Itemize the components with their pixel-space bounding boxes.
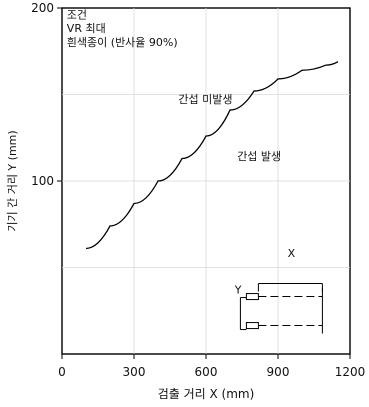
- annotation-6: X: [288, 247, 296, 260]
- y-axis-label: 기기 간 거리 Y (mm): [6, 130, 19, 231]
- data-series-line: [85, 61, 339, 250]
- annotation-4: 간섭 미발생: [178, 93, 232, 106]
- sensor-top-icon: [245, 293, 259, 301]
- x-tick-label: 300: [123, 365, 146, 379]
- annotation-1: 조건: [67, 8, 87, 21]
- x-tick-label: 900: [267, 365, 290, 379]
- annotation-7: Y: [234, 283, 242, 296]
- annotation-3: 흰색종이 (반사율 90%): [67, 36, 178, 49]
- x-tick-label: 0: [58, 365, 66, 379]
- x-tick-label: 1200: [335, 365, 366, 379]
- x-tick-label: 600: [195, 365, 218, 379]
- sensor-bottom-icon: [245, 322, 259, 330]
- annotation-2: VR 최대: [67, 22, 106, 35]
- annotation-5: 간섭 발생: [237, 150, 281, 163]
- x-axis-label: 검출 거리 X (mm): [158, 387, 255, 401]
- y-tick-label: 200: [31, 1, 54, 15]
- y-tick-label: 100: [31, 174, 54, 188]
